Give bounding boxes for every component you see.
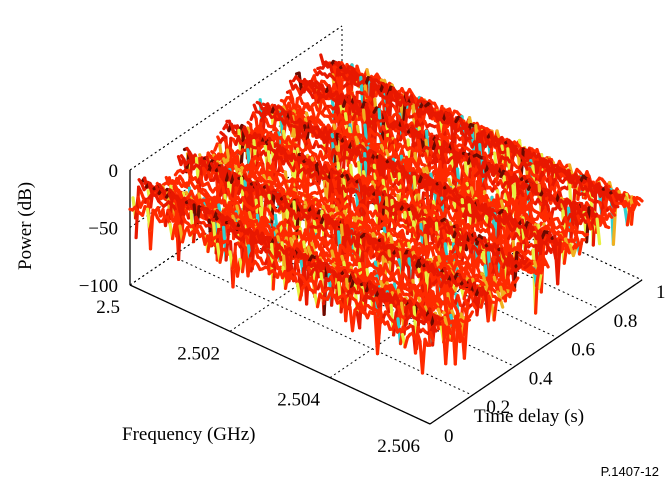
- surface-segment: [416, 138, 423, 153]
- surface-segment: [571, 242, 578, 251]
- surface-segment: [536, 271, 543, 290]
- surface-segment: [610, 210, 617, 217]
- surface-segment: [625, 207, 632, 227]
- surface-segment: [387, 172, 393, 186]
- surface-segment: [634, 200, 641, 207]
- surface-segment: [637, 197, 644, 203]
- surface-segment: [576, 205, 583, 218]
- surface-segment: [583, 232, 590, 237]
- surface-segment: [550, 248, 556, 252]
- surface-segment: [562, 242, 568, 249]
- surface-segment: [525, 261, 532, 268]
- surface-segment: [595, 217, 602, 246]
- surface-segment: [619, 193, 626, 203]
- surface-segment: [543, 260, 550, 269]
- surface-segment: [527, 206, 534, 221]
- surface-segment: [556, 238, 562, 286]
- surface-segment: [568, 244, 574, 255]
- surface-segment: [616, 195, 623, 201]
- surface-segment: [598, 218, 605, 227]
- surface-segment: [310, 106, 317, 120]
- surface-segment: [328, 63, 335, 77]
- surface-segment: [631, 202, 638, 212]
- surface-segment: [434, 196, 441, 224]
- surface-segment: [569, 202, 576, 241]
- frequency-axis: [129, 284, 431, 425]
- time-delay-axis: [429, 279, 643, 425]
- surface-segment: [516, 264, 523, 270]
- surface-segment: [288, 110, 294, 124]
- surface-segment: [546, 246, 553, 254]
- surface-segment: [370, 110, 376, 143]
- surface-segment: [343, 136, 349, 149]
- surface-segment: [297, 71, 304, 95]
- surface-segment: [522, 226, 529, 240]
- surface-segment: [502, 226, 508, 240]
- surface-segment: [622, 202, 629, 209]
- surface-segment: [450, 141, 456, 154]
- surface-segment: [540, 262, 547, 267]
- surface-segment: [553, 235, 559, 246]
- surface-segment: [607, 212, 614, 219]
- surface-segment: [574, 242, 581, 250]
- surface-segment: [537, 232, 544, 246]
- surface-segment: [592, 212, 599, 217]
- surface-mesh: [128, 53, 644, 375]
- surface-segment: [519, 260, 526, 265]
- surface-segment: [586, 218, 593, 231]
